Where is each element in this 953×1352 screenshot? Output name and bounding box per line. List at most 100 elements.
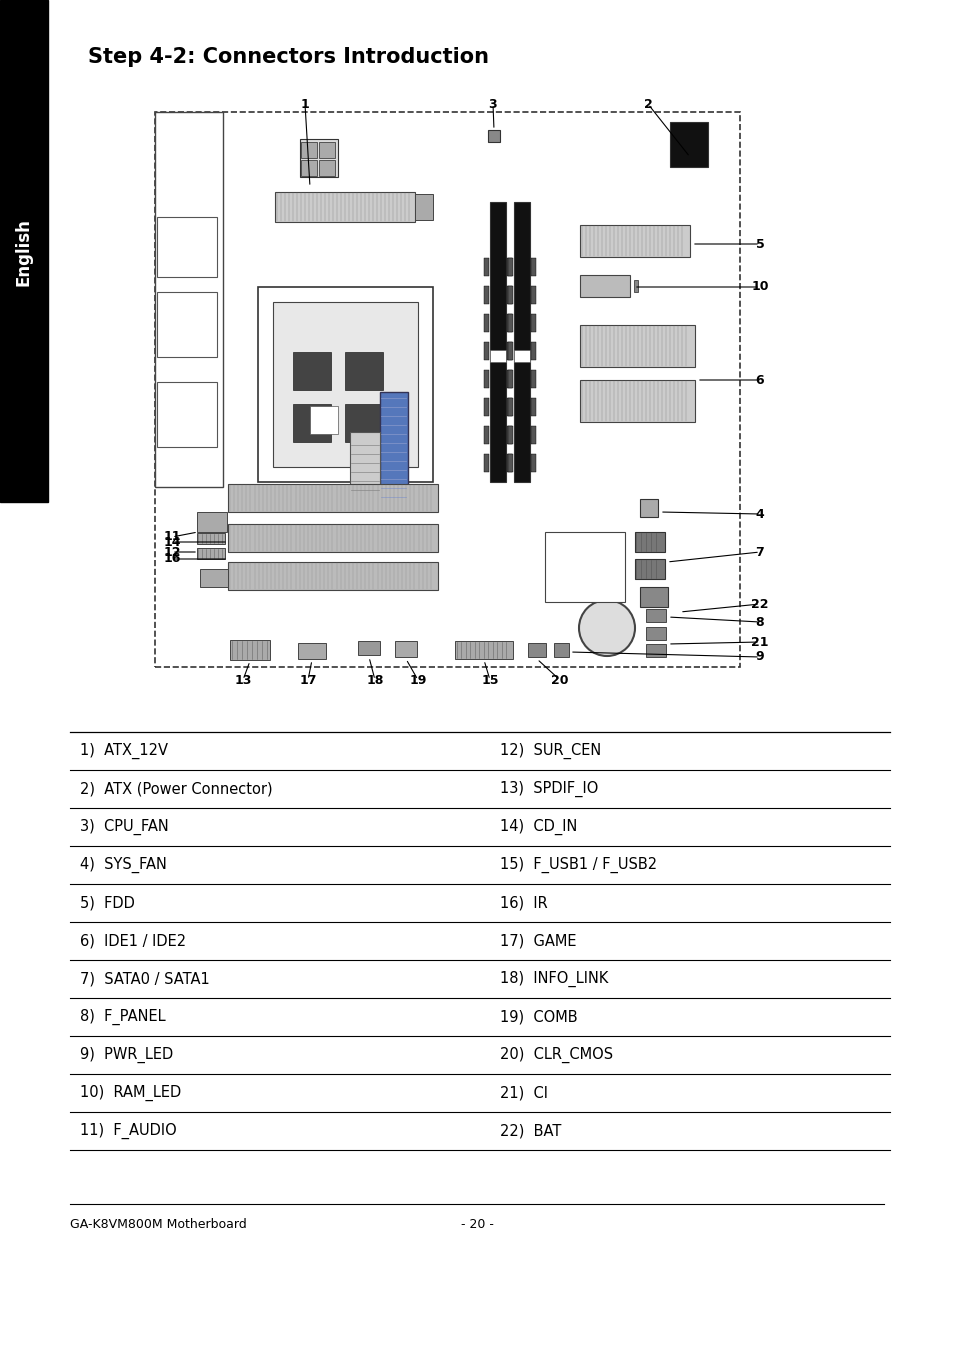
Text: 9: 9: [755, 650, 763, 664]
Text: 19)  COMB: 19) COMB: [499, 1010, 577, 1025]
Bar: [310, 406, 337, 434]
Text: 5)  FDD: 5) FDD: [80, 895, 134, 910]
Text: 2)  ATX (Power Connector): 2) ATX (Power Connector): [80, 781, 273, 796]
Bar: [507, 287, 513, 304]
Bar: [531, 287, 536, 304]
Text: 8: 8: [755, 615, 763, 629]
Text: 22)  BAT: 22) BAT: [499, 1124, 560, 1138]
Bar: [531, 258, 536, 276]
Bar: [228, 525, 437, 552]
Bar: [455, 641, 513, 658]
Text: 4: 4: [755, 507, 763, 521]
Bar: [507, 454, 513, 472]
Text: Step 4-2: Connectors Introduction: Step 4-2: Connectors Introduction: [88, 47, 489, 68]
Bar: [483, 342, 489, 360]
Bar: [228, 562, 437, 589]
Bar: [154, 112, 740, 667]
Bar: [507, 314, 513, 333]
Text: 15)  F_USB1 / F_USB2: 15) F_USB1 / F_USB2: [499, 857, 657, 873]
Bar: [554, 644, 568, 657]
Text: 11: 11: [163, 530, 180, 544]
Bar: [345, 404, 382, 442]
Bar: [531, 314, 536, 333]
Bar: [507, 258, 513, 276]
Text: 16)  IR: 16) IR: [499, 895, 547, 910]
Bar: [230, 639, 270, 660]
Text: 11)  F_AUDIO: 11) F_AUDIO: [80, 1124, 176, 1140]
Text: 18)  INFO_LINK: 18) INFO_LINK: [499, 971, 608, 987]
Bar: [483, 314, 489, 333]
Text: 14)  CD_IN: 14) CD_IN: [499, 819, 577, 836]
Text: 8)  F_PANEL: 8) F_PANEL: [80, 1009, 166, 1025]
Bar: [415, 193, 433, 220]
Bar: [157, 292, 216, 357]
Text: 13: 13: [234, 673, 252, 687]
Bar: [507, 426, 513, 443]
Text: 18: 18: [366, 673, 383, 687]
Bar: [506, 426, 512, 443]
Bar: [157, 383, 216, 448]
Text: 16: 16: [163, 553, 180, 565]
Text: 17: 17: [299, 673, 316, 687]
Text: 12: 12: [163, 545, 180, 558]
Bar: [293, 404, 331, 442]
Bar: [301, 160, 316, 176]
Bar: [318, 160, 335, 176]
Bar: [196, 548, 225, 558]
Text: 10: 10: [750, 280, 768, 293]
Bar: [488, 130, 499, 142]
Bar: [318, 142, 335, 158]
Bar: [579, 380, 695, 422]
Text: 20)  CLR_CMOS: 20) CLR_CMOS: [499, 1046, 613, 1063]
Bar: [635, 558, 664, 579]
Bar: [634, 280, 638, 292]
Text: 13)  SPDIF_IO: 13) SPDIF_IO: [499, 781, 598, 798]
Text: 1: 1: [300, 97, 309, 111]
Bar: [379, 392, 408, 502]
Bar: [645, 644, 665, 657]
Bar: [301, 142, 316, 158]
Text: GA-K8VM800M Motherboard: GA-K8VM800M Motherboard: [70, 1218, 247, 1230]
Bar: [639, 587, 667, 607]
Bar: [257, 287, 433, 483]
Bar: [299, 139, 337, 177]
Text: 1)  ATX_12V: 1) ATX_12V: [80, 742, 168, 758]
Text: 2: 2: [643, 97, 652, 111]
Bar: [483, 426, 489, 443]
Bar: [507, 397, 513, 416]
Bar: [507, 342, 513, 360]
Bar: [531, 454, 536, 472]
Bar: [531, 426, 536, 443]
Bar: [645, 627, 665, 639]
Bar: [527, 644, 545, 657]
Bar: [639, 499, 658, 516]
Text: 15: 15: [480, 673, 498, 687]
Text: 6: 6: [755, 373, 763, 387]
Bar: [196, 533, 225, 544]
Bar: [506, 370, 512, 388]
Bar: [531, 370, 536, 388]
Bar: [506, 287, 512, 304]
Bar: [531, 342, 536, 360]
Bar: [273, 301, 417, 466]
Text: 7)  SATA0 / SATA1: 7) SATA0 / SATA1: [80, 972, 210, 987]
Bar: [506, 454, 512, 472]
Bar: [506, 258, 512, 276]
Circle shape: [578, 600, 635, 656]
Text: 20: 20: [551, 673, 568, 687]
Bar: [200, 569, 228, 587]
Bar: [506, 397, 512, 416]
Bar: [579, 224, 689, 257]
Bar: [157, 218, 216, 277]
Text: 12)  SUR_CEN: 12) SUR_CEN: [499, 742, 600, 758]
Bar: [274, 192, 415, 222]
Text: 7: 7: [755, 545, 763, 558]
Text: 3)  CPU_FAN: 3) CPU_FAN: [80, 819, 169, 836]
Bar: [154, 112, 223, 487]
Bar: [531, 397, 536, 416]
Bar: [293, 352, 331, 389]
Text: 5: 5: [755, 238, 763, 250]
Text: 17)  GAME: 17) GAME: [499, 933, 576, 949]
Text: 6)  IDE1 / IDE2: 6) IDE1 / IDE2: [80, 933, 186, 949]
Bar: [514, 350, 530, 362]
